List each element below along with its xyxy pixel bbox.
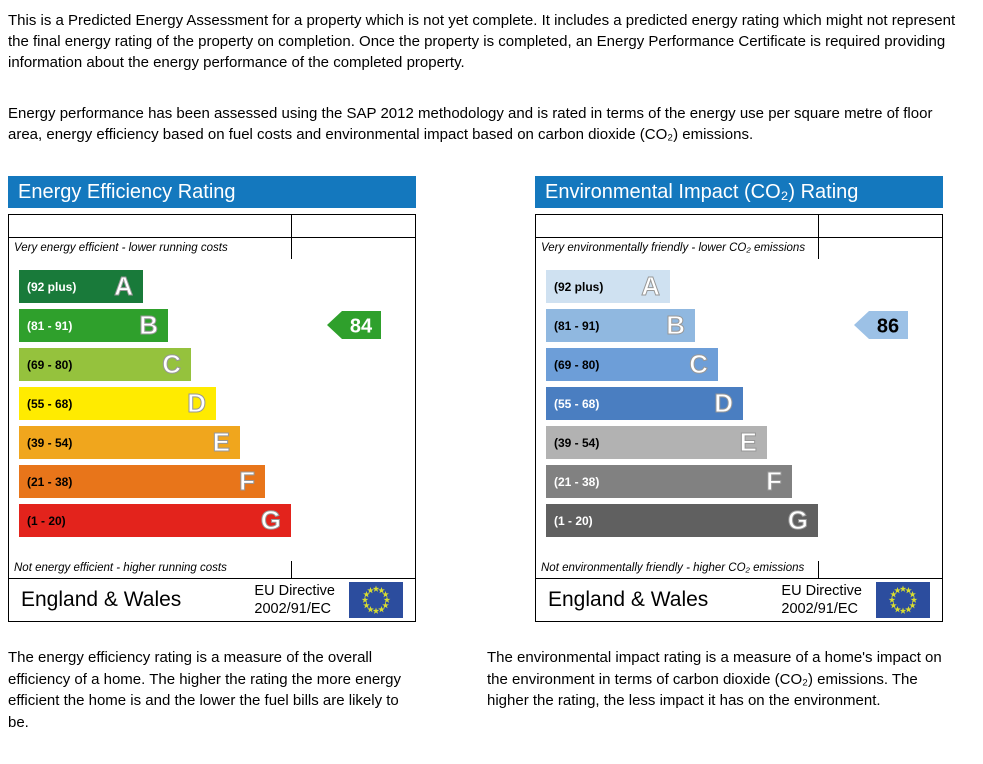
band-range: (55 - 68) <box>27 396 73 411</box>
eu-directive-label: EU Directive 2002/91/EC <box>254 582 335 618</box>
chart-title-bar: Environmental Impact (CO₂) Rating <box>535 176 943 208</box>
rating-arrow: 86 <box>854 311 908 339</box>
rating-band-e: (39 - 54) E <box>19 426 415 459</box>
band-bar: (92 plus) A <box>19 270 143 303</box>
rating-band-e: (39 - 54) E <box>546 426 942 459</box>
band-bar: (39 - 54) E <box>19 426 240 459</box>
column-divider-top <box>818 215 819 259</box>
band-letter: E <box>739 427 757 458</box>
band-bar: (69 - 80) C <box>546 348 718 381</box>
band-bar: (1 - 20) G <box>546 504 818 537</box>
intro-paragraph-1: This is a Predicted Energy Assessment fo… <box>8 12 956 71</box>
rating-band-g: (1 - 20) G <box>19 504 415 537</box>
band-letter: D <box>714 388 734 419</box>
band-letter: F <box>766 466 783 497</box>
band-range: (69 - 80) <box>554 357 600 372</box>
rating-band-b: (81 - 91) B <box>19 309 415 342</box>
rating-arrow: 84 <box>327 311 381 339</box>
band-letter: B <box>666 310 686 341</box>
band-bar: (81 - 91) B <box>19 309 168 342</box>
caption-top: Very energy efficient - lower running co… <box>14 242 228 254</box>
table-header-row <box>536 215 942 238</box>
rating-band-g: (1 - 20) G <box>546 504 942 537</box>
band-range: (21 - 38) <box>27 474 73 489</box>
footnotes-row: The energy efficiency rating is a measur… <box>8 632 983 748</box>
column-divider-bottom <box>291 561 292 578</box>
chart-title: Energy Efficiency Rating <box>18 181 236 203</box>
eu-flag-icon <box>876 582 930 618</box>
rating-band-f: (21 - 38) F <box>546 465 942 498</box>
band-bar: (21 - 38) F <box>19 465 265 498</box>
band-bar: (69 - 80) C <box>19 348 191 381</box>
band-range: (55 - 68) <box>554 396 600 411</box>
band-letter: C <box>689 349 709 380</box>
band-range: (1 - 20) <box>554 513 593 528</box>
band-letter: D <box>187 388 207 419</box>
band-range: (69 - 80) <box>27 357 73 372</box>
band-range: (81 - 91) <box>554 318 600 333</box>
band-range: (1 - 20) <box>27 513 66 528</box>
bands: (92 plus) A (81 - 91) B (69 - 80) C (55 - 68) D… <box>546 270 942 537</box>
band-letter: A <box>114 271 134 302</box>
band-range: (92 plus) <box>554 279 604 294</box>
arrow-value: 86 <box>877 316 899 338</box>
footnote-energy-efficiency: The energy efficiency rating is a measur… <box>8 649 402 731</box>
intro-paragraph-2: Energy performance has been assessed usi… <box>8 105 933 143</box>
band-letter: E <box>212 427 230 458</box>
bands: (92 plus) A (81 - 91) B (69 - 80) C (55 - 68) D… <box>19 270 415 537</box>
band-bar: (92 plus) A <box>546 270 670 303</box>
band-letter: G <box>260 505 281 536</box>
band-bar: (55 - 68) D <box>546 387 743 420</box>
eu-directive-label: EU Directive 2002/91/EC <box>781 582 862 618</box>
eu-directive-line2: 2002/91/EC <box>254 601 332 617</box>
band-range: (21 - 38) <box>554 474 600 489</box>
band-bar: (55 - 68) D <box>19 387 216 420</box>
region-label: England & Wales <box>548 588 709 611</box>
band-letter: G <box>787 505 808 536</box>
caption-bottom: Not environmentally friendly - higher CO… <box>541 562 805 574</box>
footnote-environmental-impact: The environmental impact rating is a mea… <box>487 649 942 709</box>
chart-footer: England & Wales EU Directive 2002/91/EC <box>535 578 943 622</box>
eu-directive-line1: EU Directive <box>781 583 862 599</box>
band-range: (39 - 54) <box>27 435 73 450</box>
band-bar: (21 - 38) F <box>546 465 792 498</box>
chart-energy-efficiency: Energy Efficiency Rating Very energy eff… <box>8 176 416 622</box>
eu-directive-line2: 2002/91/EC <box>781 601 859 617</box>
band-range: (92 plus) <box>27 279 77 294</box>
column-divider-bottom <box>818 561 819 578</box>
table-header-row <box>9 215 415 238</box>
band-range: (39 - 54) <box>554 435 600 450</box>
rating-band-d: (55 - 68) D <box>546 387 942 420</box>
band-bar: (1 - 20) G <box>19 504 291 537</box>
rating-band-c: (69 - 80) C <box>546 348 942 381</box>
rating-band-d: (55 - 68) D <box>19 387 415 420</box>
band-bar: (81 - 91) B <box>546 309 695 342</box>
band-range: (81 - 91) <box>27 318 73 333</box>
arrow-value: 84 <box>350 316 373 338</box>
band-bar: (39 - 54) E <box>546 426 767 459</box>
column-divider-top <box>291 215 292 259</box>
band-letter: B <box>139 310 159 341</box>
rating-table: Very environmentally friendly - lower CO… <box>535 214 943 579</box>
band-letter: F <box>239 466 256 497</box>
band-letter: C <box>162 349 182 380</box>
band-letter: A <box>641 271 661 302</box>
rating-band-b: (81 - 91) B <box>546 309 942 342</box>
region-label: England & Wales <box>21 588 182 611</box>
rating-table: Very energy efficient - lower running co… <box>8 214 416 579</box>
chart-environmental-impact: Environmental Impact (CO₂) Rating Very e… <box>535 176 943 622</box>
caption-top: Very environmentally friendly - lower CO… <box>541 242 806 254</box>
chart-title: Environmental Impact (CO₂) Rating <box>545 181 859 203</box>
rating-charts-row: Energy Efficiency Rating Very energy eff… <box>8 176 983 622</box>
rating-band-c: (69 - 80) C <box>19 348 415 381</box>
chart-title-bar: Energy Efficiency Rating <box>8 176 416 208</box>
caption-bottom: Not energy efficient - higher running co… <box>14 562 227 574</box>
rating-band-a: (92 plus) A <box>19 270 415 303</box>
chart-footer: England & Wales EU Directive 2002/91/EC <box>8 578 416 622</box>
eu-flag-icon <box>349 582 403 618</box>
eu-directive-line1: EU Directive <box>254 583 335 599</box>
rating-band-a: (92 plus) A <box>546 270 942 303</box>
rating-band-f: (21 - 38) F <box>19 465 415 498</box>
